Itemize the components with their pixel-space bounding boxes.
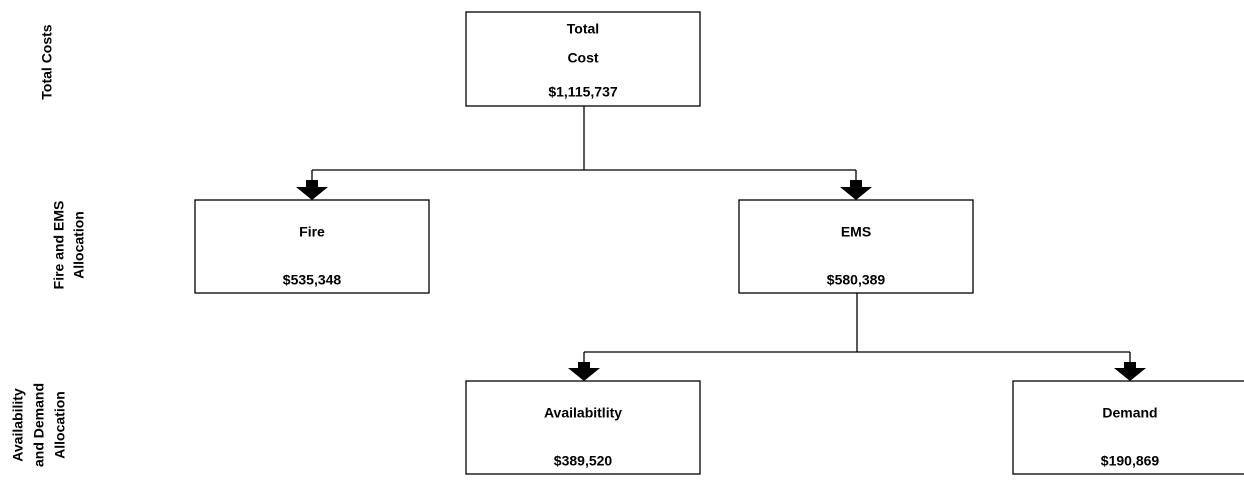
row-label: Total Costs <box>39 24 55 99</box>
node-label: Demand <box>1102 405 1157 421</box>
row-label: Fire and EMS Allocation <box>51 201 87 290</box>
row-label-line: Fire and EMS <box>51 201 67 290</box>
row-label-line: Availability <box>10 388 26 462</box>
connector <box>311 106 857 182</box>
arrow <box>568 362 600 381</box>
node-label: Availabitlity <box>544 405 622 421</box>
node-label: EMS <box>841 224 871 240</box>
node-box <box>194 199 430 294</box>
node-value: $580,389 <box>827 272 886 288</box>
node-value: $535,348 <box>283 272 342 288</box>
node-box <box>465 11 701 107</box>
node-value: $1,115,737 <box>548 84 618 100</box>
row-label-line: Allocation <box>52 391 68 459</box>
node-box <box>465 380 701 475</box>
node-label: Fire <box>299 224 325 240</box>
connector <box>583 293 1131 364</box>
arrow <box>296 180 328 200</box>
node-label: Total <box>567 21 599 37</box>
node-value: $190,869 <box>1101 453 1160 469</box>
node-value: $389,520 <box>554 453 613 469</box>
row-label-line: and Demand <box>31 383 47 467</box>
row-label: Availability and Demand Allocation <box>10 383 68 467</box>
node-label: Cost <box>567 50 598 66</box>
node-box <box>1012 380 1244 475</box>
arrows <box>296 180 1146 381</box>
arrow <box>1114 362 1146 381</box>
node-box <box>738 199 974 294</box>
row-label-line: Total Costs <box>39 24 55 99</box>
arrow <box>840 180 872 200</box>
row-label-line: Allocation <box>71 211 87 279</box>
